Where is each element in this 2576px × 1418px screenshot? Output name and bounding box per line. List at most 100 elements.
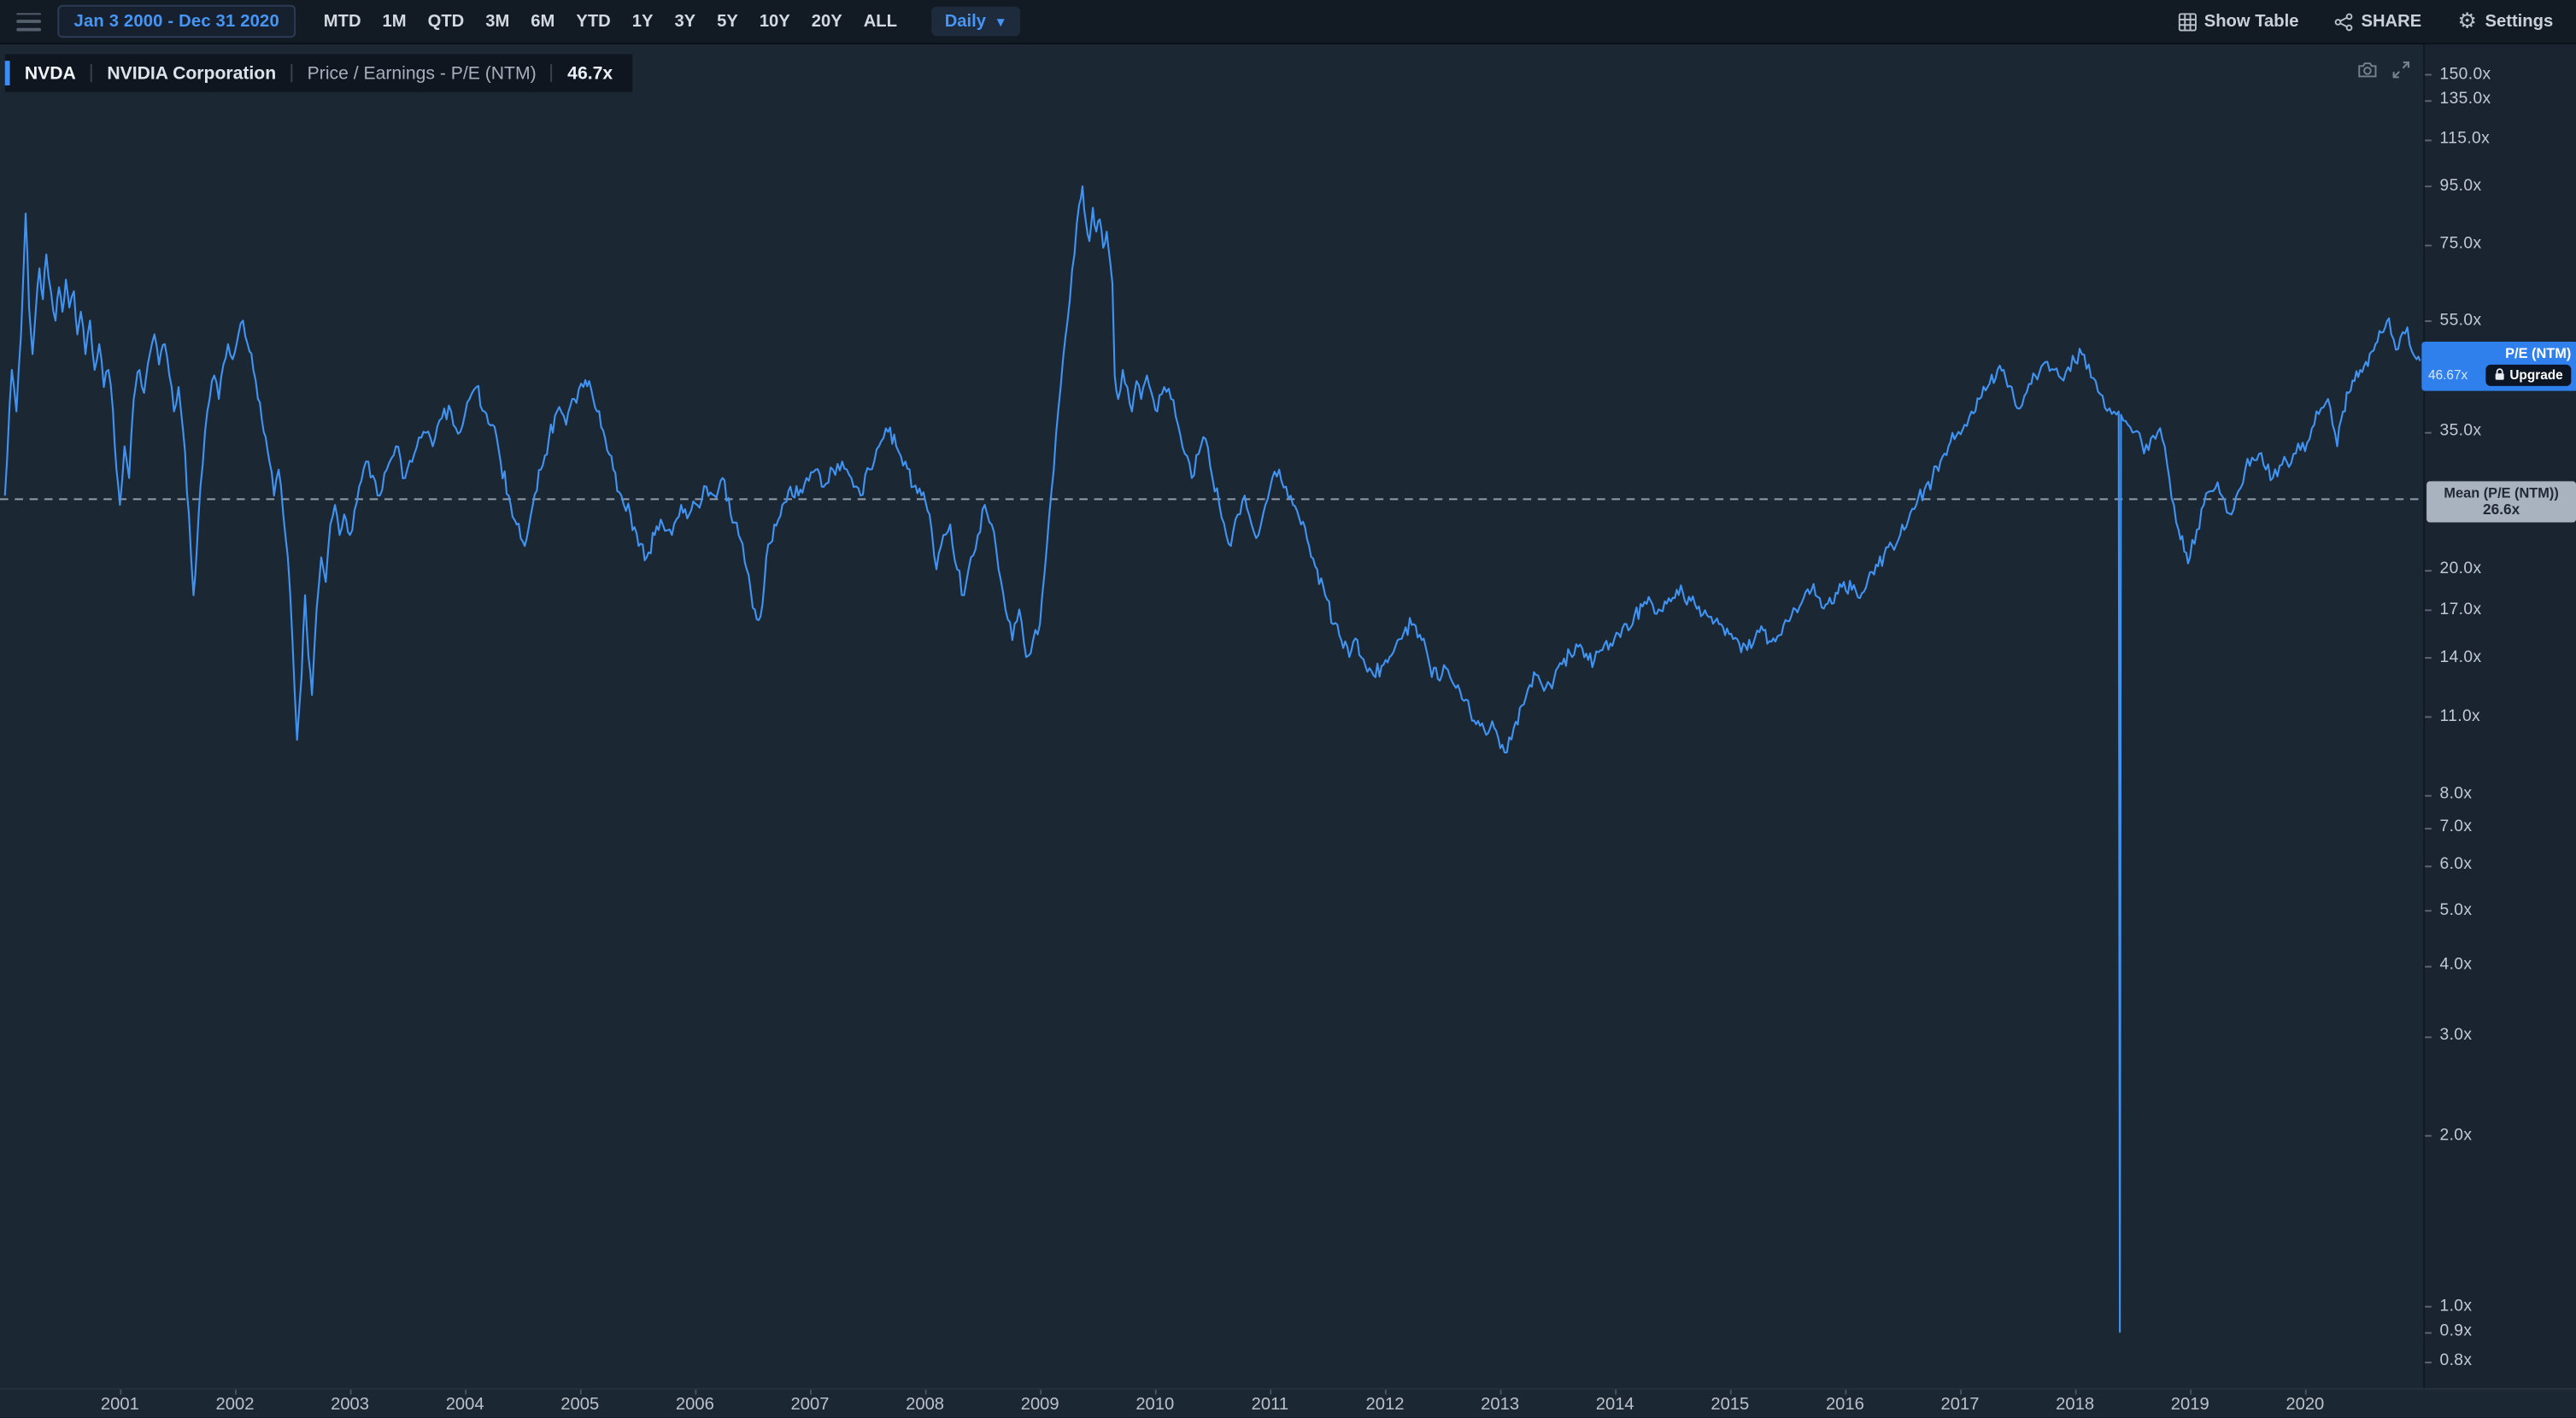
current-value-flag: P/E (NTM) 46.67x Upgrade [2421,341,2576,391]
x-axis-tick [695,1389,697,1395]
x-axis-tick [1499,1389,1502,1395]
x-axis-tick [465,1389,467,1395]
y-axis-tick: 4.0x [2425,955,2576,975]
x-axis-year-label: 2017 [1940,1394,1980,1415]
y-axis-tick: 20.0x [2425,560,2576,579]
x-axis-year-label: 2006 [675,1394,714,1415]
range-button-3y[interactable]: 3Y [670,9,701,35]
x-axis-tick [579,1389,582,1395]
divider [290,63,293,83]
x-axis-year-label: 2020 [2286,1394,2325,1415]
y-axis-tick: 115.0x [2425,130,2576,149]
x-axis-tick [2074,1389,2077,1395]
divider [91,63,93,83]
range-button-ytd[interactable]: YTD [572,9,616,35]
x-axis-year-label: 2010 [1135,1394,1175,1415]
range-button-6m[interactable]: 6M [526,9,560,35]
x-axis-tick [349,1389,352,1395]
pe-ntm-line [3,185,2421,1333]
y-axis-tick: 75.0x [2425,235,2576,255]
snapshot-icon[interactable] [2357,61,2377,79]
x-axis-tick [924,1389,927,1395]
y-axis-tick: 0.8x [2425,1351,2576,1371]
show-table-button[interactable]: Show Table [2177,11,2298,32]
x-axis-year-label: 2001 [100,1394,139,1415]
y-axis-tick: 3.0x [2425,1026,2576,1046]
x-axis-year-label: 2002 [215,1394,255,1415]
x-axis-year-label: 2008 [906,1394,945,1415]
mean-label-title: Mean (P/E (NTM)) [2444,484,2559,501]
x-axis-tick [1960,1389,1962,1395]
chart-area: NVDA NVIDIA Corporation Price / Earnings… [0,44,2576,1418]
x-axis-year-label: 2016 [1825,1394,1864,1415]
y-axis-tick: 2.0x [2425,1126,2576,1146]
date-range-button[interactable]: Jan 3 2000 - Dec 31 2020 [57,4,296,38]
x-axis-tick [1270,1389,1272,1395]
table-icon [2177,12,2197,31]
range-button-qtd[interactable]: QTD [423,9,469,35]
x-axis-tick [1040,1389,1042,1395]
x-axis-year-label: 2014 [1595,1394,1634,1415]
x-axis-tick [1385,1389,1387,1395]
series-header: NVDA NVIDIA Corporation Price / Earnings… [4,54,633,92]
series-accent-bar [4,61,10,85]
x-axis-tick [234,1389,237,1395]
y-axis-tick: 55.0x [2425,311,2576,331]
upgrade-button[interactable]: Upgrade [2485,364,2572,386]
x-axis-year-label: 2018 [2056,1394,2095,1415]
x-axis: 2001 2002 2003 2004 2005 2006 2007 2008 2009 2010… [0,1387,2576,1418]
x-axis-tick [120,1389,122,1395]
metric-value: 46.7x [567,63,613,84]
range-button-1y[interactable]: 1Y [627,9,658,35]
y-axis-panel: P/E (NTM) 46.67x Upgrade Mean (P/E (NTM)… [2421,44,2576,1388]
y-axis-tick: 95.0x [2425,177,2576,196]
x-axis-tick [809,1389,812,1395]
y-axis-tick: 6.0x [2425,856,2576,876]
menu-icon[interactable] [16,12,42,31]
settings-button[interactable]: ⚙ Settings [2457,9,2554,34]
range-button-3m[interactable]: 3M [480,9,514,35]
share-icon [2334,12,2353,31]
y-axis-tick: 150.0x [2425,64,2576,84]
mean-label: Mean (P/E (NTM)) 26.6x [2426,481,2576,523]
y-axis-tick: 35.0x [2425,422,2576,442]
x-axis-year-label: 2015 [1710,1394,1750,1415]
lock-icon [2494,368,2503,381]
flag-metric-label: P/E (NTM) [2505,345,2572,362]
pe-line-chart[interactable] [0,44,2424,1388]
y-axis-tick: 8.0x [2425,785,2576,805]
toolbar: Jan 3 2000 - Dec 31 2020 MTD 1M QTD 3M 6M YTD… [0,0,2576,44]
x-axis-tick [2190,1389,2192,1395]
flag-value: 46.67x [2428,367,2468,383]
range-button-10y[interactable]: 10Y [754,9,795,35]
x-axis-year-label: 2009 [1020,1394,1059,1415]
range-buttons: MTD 1M QTD 3M 6M YTD 1Y 3Y 5Y 10Y 20Y ALL [319,9,902,35]
x-axis-year-label: 2011 [1251,1394,1289,1415]
x-axis-year-label: 2013 [1481,1394,1520,1415]
ticker-label: NVDA [24,63,76,84]
chevron-down-icon: ▼ [994,14,1007,29]
y-axis-tick: 7.0x [2425,817,2576,837]
x-axis-tick [1729,1389,1732,1395]
range-button-5y[interactable]: 5Y [712,9,742,35]
company-name: NVIDIA Corporation [107,63,277,84]
x-axis-year-label: 2007 [790,1394,830,1415]
share-button[interactable]: SHARE [2334,11,2421,32]
expand-icon[interactable] [2392,61,2410,79]
range-button-1m[interactable]: 1M [378,9,412,35]
y-axis-tick: 1.0x [2425,1296,2576,1315]
range-button-mtd[interactable]: MTD [319,9,366,35]
x-axis-tick [1615,1389,1617,1395]
x-axis-tick [2304,1389,2307,1395]
range-button-20y[interactable]: 20Y [807,9,847,35]
range-button-all[interactable]: ALL [859,9,902,35]
frequency-label: Daily [944,11,987,32]
x-axis-tick [1154,1389,1157,1395]
y-axis-tick: 11.0x [2425,706,2576,726]
y-axis-tick: 14.0x [2425,647,2576,667]
frequency-dropdown[interactable]: Daily ▼ [931,6,1021,37]
y-axis-tick: 135.0x [2425,90,2576,109]
x-axis-year-label: 2012 [1365,1394,1405,1415]
x-axis-year-label: 2019 [2170,1394,2209,1415]
